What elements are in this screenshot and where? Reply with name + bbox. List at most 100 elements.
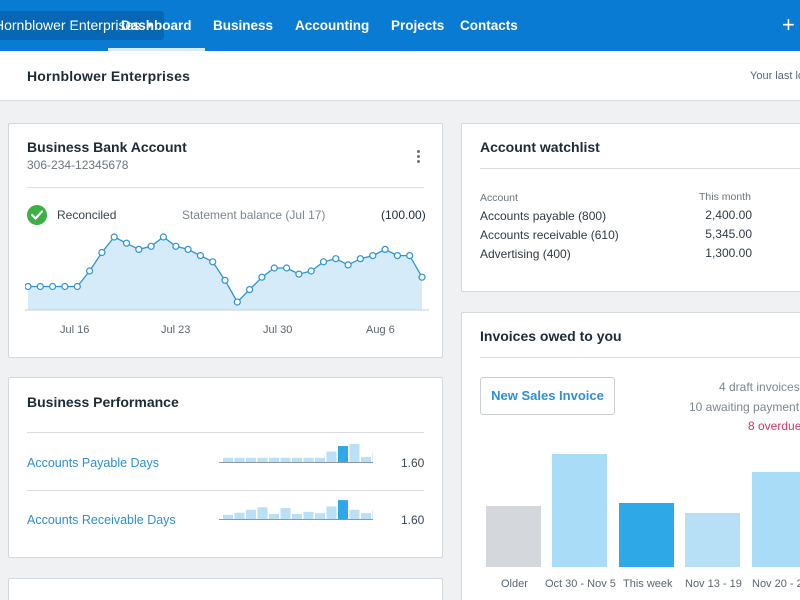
balance-area xyxy=(28,237,422,310)
balance-point xyxy=(295,270,303,278)
balance-point xyxy=(356,255,364,263)
balance-point xyxy=(209,258,217,266)
balance-point xyxy=(147,242,155,250)
sparkline-bar xyxy=(280,508,291,519)
bank-account-card: Business Bank Account 306-234-12345678 R… xyxy=(8,123,443,358)
accounts-payable-days-link[interactable]: Accounts Payable Days xyxy=(27,456,160,470)
nav-business[interactable]: Business xyxy=(213,18,274,33)
balance-point xyxy=(73,282,81,291)
watchlist-account-header: Account xyxy=(480,192,518,204)
sparkline-bar xyxy=(303,457,314,462)
balance-point xyxy=(85,267,94,275)
watchlist-month-header: This month xyxy=(699,191,751,203)
sparkline-bar xyxy=(349,443,360,462)
balance-point xyxy=(233,298,241,306)
bank-balance-chart xyxy=(25,233,429,311)
chart-x-tick: Jul 23 xyxy=(161,324,191,336)
balance-point xyxy=(135,245,143,253)
balance-point xyxy=(283,264,291,272)
watchlist-row-name[interactable]: Accounts receivable (610) xyxy=(480,228,619,242)
new-sales-invoice-button[interactable]: New Sales Invoice xyxy=(480,377,615,415)
balance-point xyxy=(221,276,229,284)
invoice-bar xyxy=(752,472,800,567)
bank-account-title[interactable]: Business Bank Account xyxy=(27,139,187,155)
sparkline-bar xyxy=(223,457,233,462)
sparkline-bar xyxy=(338,446,348,462)
watchlist-row-name[interactable]: Accounts payable (800) xyxy=(480,209,607,223)
sparkline-bar xyxy=(372,509,373,519)
business-performance-card: Business Performance Accounts Payable Da… xyxy=(8,377,443,558)
invoice-bar-label: This week xyxy=(623,578,673,590)
invoice-bar xyxy=(552,454,607,567)
divider xyxy=(27,490,424,491)
chart-x-tick: Jul 30 xyxy=(263,324,293,336)
account-watchlist-card: Account watchlist Account This month Acc… xyxy=(461,123,800,292)
sparkline-bar xyxy=(372,452,373,462)
accounts-payable-days-value: 1.60 xyxy=(401,456,425,470)
sparkline-bar xyxy=(234,512,245,519)
invoice-bar-label: Nov 13 - 19 xyxy=(685,578,742,590)
reconciled-status: Reconciled xyxy=(57,208,117,222)
nav-accounting[interactable]: Accounting xyxy=(295,18,370,33)
balance-point xyxy=(184,245,192,253)
balance-point xyxy=(270,264,278,272)
sparkline-bar xyxy=(246,457,256,462)
balance-point xyxy=(418,273,426,281)
nav-contacts[interactable]: Contacts xyxy=(460,18,518,33)
invoice-bar xyxy=(685,513,740,567)
sparkline-bar xyxy=(361,456,371,462)
accounts-receivable-days-link[interactable]: Accounts Receivable Days xyxy=(27,513,176,527)
balance-point xyxy=(49,282,57,291)
sparkline-bar xyxy=(269,513,279,519)
invoices-owed-card: Invoices owed to you New Sales Invoice 4… xyxy=(461,312,800,600)
balance-point xyxy=(159,233,167,241)
balance-point xyxy=(172,242,180,250)
balance-point xyxy=(110,233,118,241)
add-new-icon[interactable]: + xyxy=(782,12,795,37)
invoice-bar-label: Nov 20 - 26 xyxy=(752,578,800,590)
invoice-bar-label: Oct 30 - Nov 5 xyxy=(545,578,616,590)
business-performance-title: Business Performance xyxy=(27,394,179,410)
balance-point xyxy=(196,252,204,260)
watchlist-row-name[interactable]: Advertising (400) xyxy=(480,247,571,261)
check-circle-icon xyxy=(27,205,47,225)
sparkline-bar xyxy=(326,451,337,462)
invoice-bar xyxy=(619,503,674,567)
awaiting-payment-link[interactable]: 10 awaiting payment xyxy=(689,400,800,414)
organization-header: Hornblower Enterprises Your last lo xyxy=(0,51,800,101)
balance-point xyxy=(369,252,377,260)
balance-point xyxy=(25,282,32,291)
balance-point xyxy=(406,252,414,260)
draft-invoices-link[interactable]: 4 draft invoices xyxy=(719,380,800,394)
invoices-owed-title: Invoices owed to you xyxy=(480,328,622,344)
account-watchlist-title: Account watchlist xyxy=(480,139,600,155)
sparkline-bar xyxy=(338,500,348,519)
balance-point xyxy=(393,252,401,260)
chart-x-tick: Jul 16 xyxy=(60,324,90,336)
sparkline-bar xyxy=(315,457,325,462)
balance-point xyxy=(122,239,131,247)
sparkline-bar xyxy=(361,513,371,519)
balance-point xyxy=(381,245,389,253)
accounts-receivable-days-value: 1.60 xyxy=(401,513,425,527)
page-title: Hornblower Enterprises xyxy=(27,68,191,84)
nav-dashboard[interactable]: Dashboard xyxy=(108,0,204,51)
balance-point xyxy=(307,267,315,275)
accounts-payable-sparkline xyxy=(219,443,373,463)
watchlist-row-value: 1,300.00 xyxy=(705,246,752,260)
last-login-text: Your last lo xyxy=(750,70,800,82)
divider xyxy=(27,187,424,188)
account-number: 306-234-12345678 xyxy=(27,158,129,172)
overdue-invoices-link[interactable]: 8 overdue xyxy=(748,419,800,433)
organization-switcher[interactable]: Hornblower Enterprises ▼ xyxy=(0,11,165,40)
nav-projects[interactable]: Projects xyxy=(391,18,445,33)
balance-point xyxy=(98,248,106,257)
more-options-icon[interactable] xyxy=(413,148,423,164)
sparkline-bar xyxy=(292,457,302,462)
balance-point xyxy=(61,282,69,291)
sparkline-bar xyxy=(234,457,245,462)
invoice-bar-label: Older xyxy=(501,578,528,590)
balance-point xyxy=(344,261,352,269)
sparkline-bar xyxy=(349,509,360,519)
organization-name: Hornblower Enterprises xyxy=(0,17,141,33)
